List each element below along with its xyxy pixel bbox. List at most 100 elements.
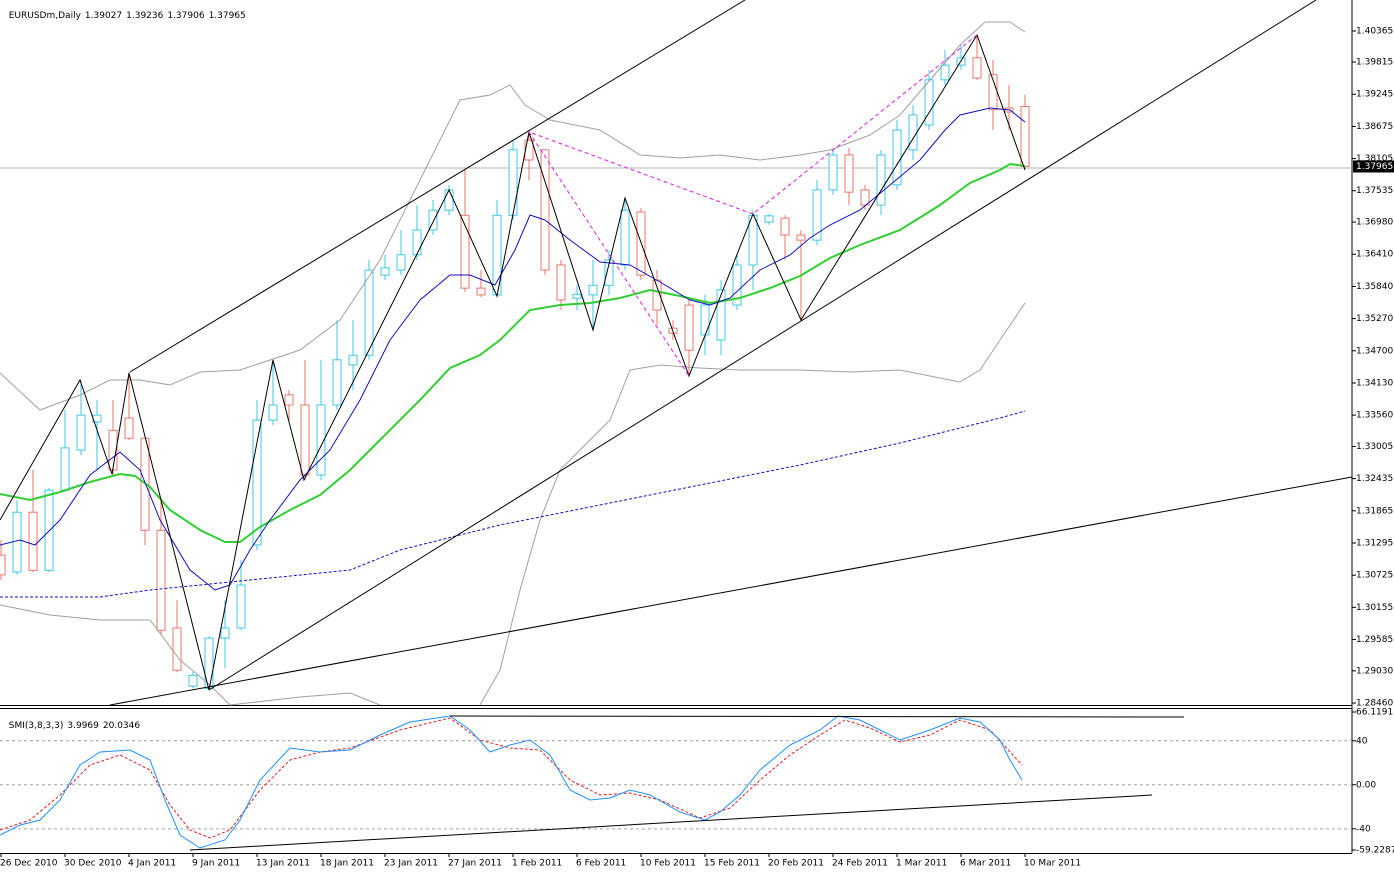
fast-ma xyxy=(0,107,1026,591)
x-tick-label: 27 Jan 2011 xyxy=(448,859,502,869)
y-tick-label: 1.30725 xyxy=(1356,571,1393,581)
x-tick-label: 9 Jan 2011 xyxy=(192,859,240,869)
y-tick-label: 0.00 xyxy=(1356,780,1376,790)
ohlc-value: 1.39027 xyxy=(84,11,123,21)
candle-body xyxy=(76,414,86,451)
candle-body xyxy=(524,139,534,161)
y-tick-label: 1.34700 xyxy=(1356,346,1393,356)
zigzag xyxy=(0,33,1026,691)
candle-body xyxy=(364,269,374,356)
symbol: EURUSDm,Daily xyxy=(8,11,81,21)
indicator-header: SMI(3,8,3,3) 3.9969 20.0346 xyxy=(3,711,144,731)
trend-line xyxy=(129,0,746,373)
y-tick-label: 1.39245 xyxy=(1356,90,1393,100)
candle-body xyxy=(780,217,790,236)
candle-body xyxy=(172,627,182,671)
medium-ma xyxy=(0,162,1026,543)
y-tick-label: 1.33560 xyxy=(1356,411,1393,421)
y-tick-label: 1.38105 xyxy=(1356,154,1393,164)
x-tick-label: 1 Feb 2011 xyxy=(512,859,562,869)
trend-line xyxy=(109,476,1353,706)
x-tick-label: 18 Jan 2011 xyxy=(320,859,374,869)
y-tick-label: 66.1191 xyxy=(1356,708,1393,718)
candle-body xyxy=(412,229,422,256)
candle-body xyxy=(0,554,6,576)
x-tick-label: 6 Feb 2011 xyxy=(576,859,626,869)
candle-body xyxy=(348,354,358,366)
y-tick-label: 1.40365 xyxy=(1356,26,1393,36)
indicator-value: 20.0346 xyxy=(102,721,141,731)
bollinger-lower xyxy=(0,604,231,706)
candle-body xyxy=(332,359,342,406)
candle-body xyxy=(572,293,582,299)
candle-body xyxy=(540,149,550,271)
y-tick-label: 1.38675 xyxy=(1356,122,1393,132)
x-tick-label: 13 Jan 2011 xyxy=(256,859,310,869)
y-tick-label: 1.35840 xyxy=(1356,282,1393,292)
candle-body xyxy=(476,287,486,296)
y-tick-label: 1.32435 xyxy=(1356,474,1393,484)
candle-body xyxy=(860,189,870,206)
x-tick-label: 10 Mar 2011 xyxy=(1024,859,1081,869)
bollinger-upper xyxy=(0,21,1026,411)
candle-body xyxy=(684,304,694,351)
smi-line xyxy=(0,715,1023,849)
y-tick-label: 1.29585 xyxy=(1356,635,1393,645)
candle-body xyxy=(700,304,710,336)
candle-body xyxy=(396,254,406,271)
candle-body xyxy=(236,584,246,629)
candle-body xyxy=(428,209,438,231)
candle-body xyxy=(876,154,886,206)
candle-body xyxy=(716,289,726,341)
smi-trend-line xyxy=(189,794,1153,851)
candle-body xyxy=(124,417,134,439)
long-ma xyxy=(0,410,1026,598)
candle-body xyxy=(972,57,982,79)
x-tick-label: 6 Mar 2011 xyxy=(960,859,1011,869)
candle-body xyxy=(444,189,454,211)
x-tick-label: 20 Feb 2011 xyxy=(768,859,824,869)
ohlc-value: 1.37965 xyxy=(208,11,246,21)
x-tick-label: 26 Dec 2010 xyxy=(0,859,58,869)
candle-body xyxy=(844,154,854,193)
trend-line xyxy=(208,0,1317,691)
x-tick-label: 10 Feb 2011 xyxy=(640,859,696,869)
ohlc-value: 1.37906 xyxy=(167,11,205,21)
candle-body xyxy=(508,149,518,216)
candle-body xyxy=(252,419,262,546)
bollinger-lower xyxy=(479,302,1026,706)
indicator-value: 3.9969 xyxy=(67,721,99,731)
x-tick-label: 1 Mar 2011 xyxy=(896,859,947,869)
candle-body xyxy=(588,284,598,296)
bollinger-lower xyxy=(229,692,381,706)
candle-body xyxy=(828,154,838,191)
candle-body xyxy=(604,259,614,286)
y-tick-label: 1.37535 xyxy=(1356,186,1393,196)
candle-body xyxy=(316,404,326,476)
smi-trend-line xyxy=(449,715,1185,718)
candle-body xyxy=(44,489,54,571)
candle-body xyxy=(924,79,934,126)
y-tick-label: 1.30155 xyxy=(1356,603,1393,613)
candle-body xyxy=(796,234,806,241)
y-tick-label: 1.35270 xyxy=(1356,314,1393,324)
candle-body xyxy=(28,511,38,571)
dashed-pattern xyxy=(527,34,978,377)
candle-body xyxy=(812,189,822,241)
candle-body xyxy=(268,404,278,421)
candle-body xyxy=(748,214,758,266)
candle-body xyxy=(460,214,470,289)
candle-body xyxy=(1020,106,1030,167)
candle-body xyxy=(620,209,630,266)
candle-body xyxy=(60,447,70,491)
x-tick-label: 30 Dec 2010 xyxy=(64,859,122,869)
price-marker xyxy=(1353,160,1394,173)
y-tick-label: 1.36980 xyxy=(1356,218,1393,228)
x-tick-label: 4 Jan 2011 xyxy=(128,859,176,869)
candle-body xyxy=(940,64,950,81)
price-marker-label: 1.37965 xyxy=(1356,162,1393,172)
y-tick-label: 1.29030 xyxy=(1356,666,1393,676)
candle-body xyxy=(300,404,310,476)
